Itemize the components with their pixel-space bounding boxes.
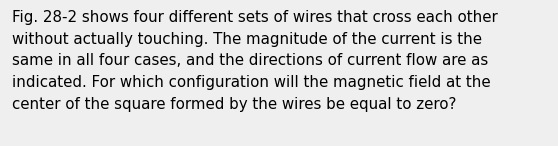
Text: Fig. 28-2 shows four different sets of wires that cross each other
without actua: Fig. 28-2 shows four different sets of w…: [12, 10, 498, 112]
